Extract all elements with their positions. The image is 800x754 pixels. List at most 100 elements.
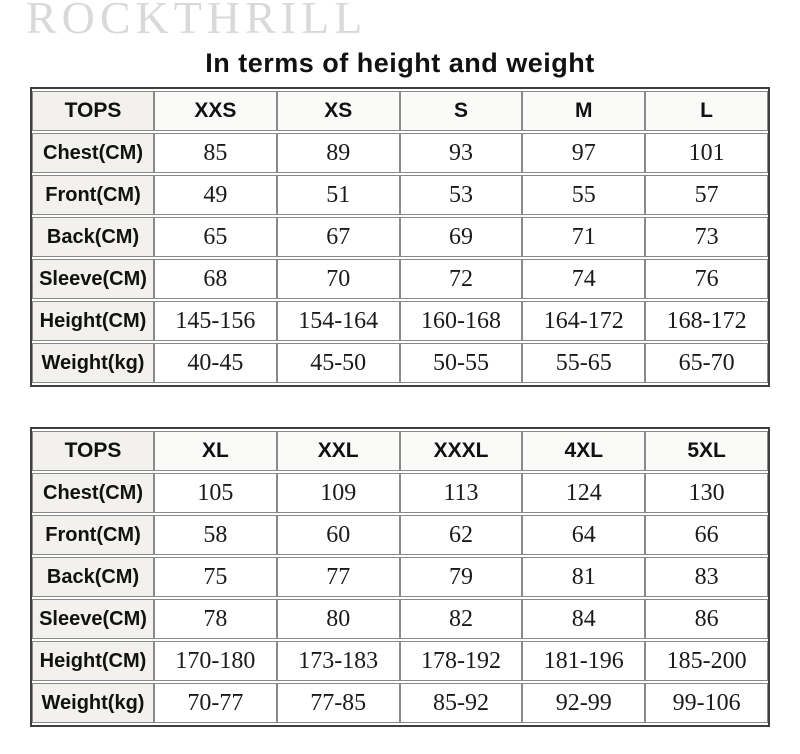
size-value-cell: 105 xyxy=(154,473,277,513)
size-value-cell: 92-99 xyxy=(522,683,646,723)
corner-header: TOPS xyxy=(32,91,154,131)
size-value-cell: 97 xyxy=(522,133,646,173)
size-value-cell: 170-180 xyxy=(154,641,277,681)
size-value-cell: 99-106 xyxy=(645,683,768,723)
size-value-cell: 164-172 xyxy=(522,301,646,341)
size-value-cell: 79 xyxy=(399,557,523,597)
size-value-cell: 45-50 xyxy=(276,343,400,383)
header-row: TOPS XXS XS S M L xyxy=(32,91,768,131)
size-value-cell: 101 xyxy=(645,133,768,173)
size-value-cell: 68 xyxy=(154,259,277,299)
size-value-cell: 75 xyxy=(154,557,277,597)
size-table-xxs-to-l: TOPS XXS XS S M L Chest(CM) 85 89 93 97 101 Front(CM… xyxy=(30,87,770,387)
size-value-cell: 109 xyxy=(276,473,400,513)
row-label: Chest(CM) xyxy=(32,473,154,513)
size-value-cell: 71 xyxy=(522,217,646,257)
size-value-cell: 185-200 xyxy=(645,641,768,681)
measurement-row: Front(CM) 49 51 53 55 57 xyxy=(32,175,768,215)
measurement-row: Height(CM) 170-180 173-183 178-192 181-196 18… xyxy=(32,641,768,681)
size-value-cell: 50-55 xyxy=(399,343,523,383)
size-value-cell: 124 xyxy=(522,473,646,513)
size-value-cell: 73 xyxy=(645,217,768,257)
size-value-cell: 145-156 xyxy=(154,301,277,341)
size-column-header: 4XL xyxy=(522,431,646,471)
size-value-cell: 113 xyxy=(399,473,523,513)
size-value-cell: 82 xyxy=(399,599,523,639)
size-value-cell: 64 xyxy=(522,515,646,555)
row-label: Height(CM) xyxy=(32,301,154,341)
measurement-row: Back(CM) 75 77 79 81 83 xyxy=(32,557,768,597)
size-value-cell: 78 xyxy=(154,599,277,639)
measurement-row: Weight(kg) 70-77 77-85 85-92 92-99 99-106 xyxy=(32,683,768,723)
size-column-header: XXS xyxy=(154,91,277,131)
size-value-cell: 89 xyxy=(276,133,400,173)
size-value-cell: 55 xyxy=(522,175,646,215)
row-label: Sleeve(CM) xyxy=(32,599,154,639)
size-value-cell: 51 xyxy=(276,175,400,215)
size-column-header: M xyxy=(522,91,646,131)
size-value-cell: 178-192 xyxy=(399,641,523,681)
size-value-cell: 168-172 xyxy=(645,301,768,341)
measurement-row: Chest(CM) 105 109 113 124 130 xyxy=(32,473,768,513)
size-column-header: XL xyxy=(154,431,277,471)
size-value-cell: 80 xyxy=(276,599,400,639)
size-value-cell: 130 xyxy=(645,473,768,513)
size-value-cell: 85 xyxy=(154,133,277,173)
measurement-row: Weight(kg) 40-45 45-50 50-55 55-65 65-70 xyxy=(32,343,768,383)
size-table-xl-to-5xl: TOPS XL XXL XXXL 4XL 5XL Chest(CM) 105 109 113 124… xyxy=(30,427,770,727)
size-value-cell: 65-70 xyxy=(645,343,768,383)
size-value-cell: 58 xyxy=(154,515,277,555)
size-value-cell: 74 xyxy=(522,259,646,299)
size-column-header: L xyxy=(645,91,768,131)
row-label: Back(CM) xyxy=(32,217,154,257)
measurement-row: Chest(CM) 85 89 93 97 101 xyxy=(32,133,768,173)
size-column-header: XXXL xyxy=(399,431,523,471)
size-value-cell: 53 xyxy=(399,175,523,215)
row-label: Front(CM) xyxy=(32,515,154,555)
measurement-row: Front(CM) 58 60 62 64 66 xyxy=(32,515,768,555)
size-value-cell: 40-45 xyxy=(154,343,277,383)
size-value-cell: 65 xyxy=(154,217,277,257)
row-label: Chest(CM) xyxy=(32,133,154,173)
size-value-cell: 67 xyxy=(276,217,400,257)
size-value-cell: 181-196 xyxy=(522,641,646,681)
size-value-cell: 62 xyxy=(399,515,523,555)
size-value-cell: 72 xyxy=(399,259,523,299)
row-label: Height(CM) xyxy=(32,641,154,681)
size-value-cell: 60 xyxy=(276,515,400,555)
size-value-cell: 77 xyxy=(276,557,400,597)
size-value-cell: 76 xyxy=(645,259,768,299)
row-label: Sleeve(CM) xyxy=(32,259,154,299)
size-value-cell: 83 xyxy=(645,557,768,597)
size-value-cell: 57 xyxy=(645,175,768,215)
size-value-cell: 160-168 xyxy=(399,301,523,341)
measurement-row: Back(CM) 65 67 69 71 73 xyxy=(32,217,768,257)
size-column-header: 5XL xyxy=(645,431,768,471)
size-value-cell: 70 xyxy=(276,259,400,299)
brand-logo: ROCKTHRILL xyxy=(26,0,368,43)
size-value-cell: 70-77 xyxy=(154,683,277,723)
size-value-cell: 69 xyxy=(399,217,523,257)
measurement-row: Sleeve(CM) 78 80 82 84 86 xyxy=(32,599,768,639)
row-label: Front(CM) xyxy=(32,175,154,215)
measurement-row: Height(CM) 145-156 154-164 160-168 164-172 16… xyxy=(32,301,768,341)
row-label: Weight(kg) xyxy=(32,683,154,723)
size-column-header: S xyxy=(399,91,523,131)
size-value-cell: 154-164 xyxy=(276,301,400,341)
size-value-cell: 93 xyxy=(399,133,523,173)
size-value-cell: 77-85 xyxy=(276,683,400,723)
measurement-row: Sleeve(CM) 68 70 72 74 76 xyxy=(32,259,768,299)
size-value-cell: 55-65 xyxy=(522,343,646,383)
header-row: TOPS XL XXL XXXL 4XL 5XL xyxy=(32,431,768,471)
size-value-cell: 81 xyxy=(522,557,646,597)
size-column-header: XS xyxy=(276,91,400,131)
size-column-header: XXL xyxy=(276,431,400,471)
row-label: Weight(kg) xyxy=(32,343,154,383)
size-value-cell: 86 xyxy=(645,599,768,639)
size-value-cell: 49 xyxy=(154,175,277,215)
row-label: Back(CM) xyxy=(32,557,154,597)
size-value-cell: 85-92 xyxy=(399,683,523,723)
size-value-cell: 173-183 xyxy=(276,641,400,681)
corner-header: TOPS xyxy=(32,431,154,471)
